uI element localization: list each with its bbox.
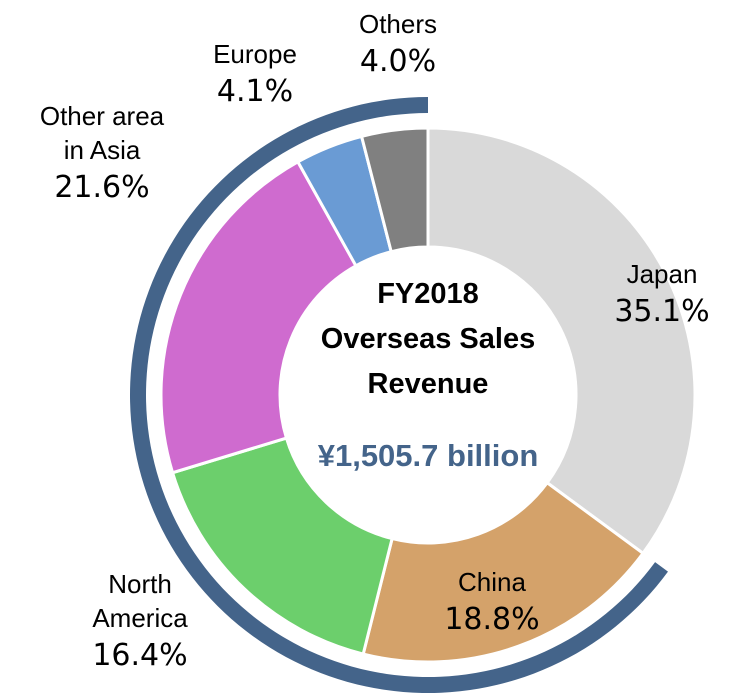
slice-label: Others 4.0% bbox=[359, 8, 437, 81]
value-label: 21.6% bbox=[54, 169, 150, 205]
slice bbox=[361, 480, 646, 664]
value-label: 35.1% bbox=[614, 293, 710, 329]
category-label: China bbox=[458, 567, 526, 597]
chart-subtitle: ¥1,505.7 billion bbox=[317, 438, 539, 473]
category-label: Others bbox=[358, 9, 438, 39]
chart-title: FY2018 Overseas Sales Revenue bbox=[320, 278, 536, 400]
value-label: 4.0% bbox=[359, 43, 437, 79]
slice-label: Other area in Asia 21.6% bbox=[40, 100, 164, 207]
value-label: 18.8% bbox=[444, 601, 540, 637]
value-label: 16.4% bbox=[92, 637, 188, 673]
category-label: North America bbox=[92, 569, 188, 633]
category-label: Japan bbox=[626, 259, 698, 289]
slice-label: Europe 4.1% bbox=[213, 38, 297, 111]
slice-label: China 18.8% bbox=[444, 566, 539, 639]
slice bbox=[170, 436, 394, 656]
slice bbox=[159, 159, 358, 475]
slice bbox=[426, 126, 697, 556]
category-label: Europe bbox=[213, 39, 297, 69]
category-label: Other area in Asia bbox=[39, 101, 165, 165]
slice-label: North America 16.4% bbox=[92, 568, 187, 675]
slice-label: Japan 35.1% bbox=[614, 258, 709, 331]
value-label: 4.1% bbox=[216, 73, 294, 109]
slice bbox=[359, 126, 430, 254]
